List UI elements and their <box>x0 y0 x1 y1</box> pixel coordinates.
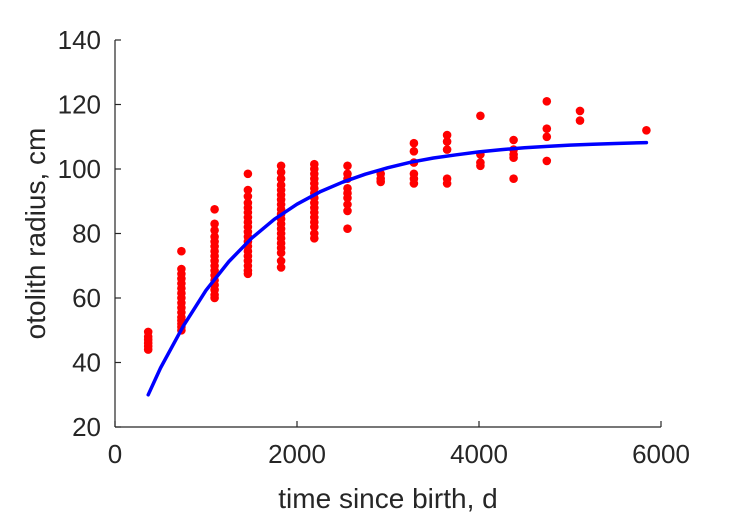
data-point <box>575 106 585 116</box>
data-point <box>276 167 286 177</box>
data-point <box>409 179 419 188</box>
data-point <box>343 200 352 209</box>
y-tick-label: 120 <box>58 90 101 120</box>
data-point <box>310 234 319 243</box>
data-point <box>509 153 518 162</box>
y-tick-label: 40 <box>72 348 101 378</box>
data-point <box>343 224 352 233</box>
data-point <box>343 206 352 216</box>
x-tick-label: 6000 <box>632 439 690 469</box>
fit-curve <box>146 140 649 397</box>
data-point <box>476 111 485 121</box>
data-point <box>276 161 286 171</box>
data-point <box>177 246 186 256</box>
axes <box>114 40 661 428</box>
data-point <box>343 161 352 171</box>
data-point <box>542 156 552 166</box>
data-point <box>476 161 485 171</box>
data-point <box>243 185 253 195</box>
data-point <box>243 169 253 179</box>
x-tick-label: 2000 <box>268 439 326 469</box>
data-point <box>376 177 386 187</box>
data-point <box>143 345 153 354</box>
data-point <box>409 138 419 148</box>
x-axis-label: time since birth, d <box>278 483 497 514</box>
y-tick-label: 140 <box>58 25 101 55</box>
data-point <box>409 147 419 156</box>
data-point <box>442 130 452 140</box>
data-point <box>210 226 219 235</box>
data-point <box>276 263 286 272</box>
data-point <box>243 192 253 201</box>
fit-curve-layer <box>146 140 649 397</box>
data-point <box>210 205 219 214</box>
axis-labels: time since birth, d otolith radius, cm <box>20 128 498 514</box>
data-point <box>276 256 286 266</box>
data-point <box>442 179 452 188</box>
data-point <box>509 135 518 145</box>
y-tick-label: 100 <box>58 154 101 184</box>
y-tick-label: 20 <box>72 412 101 442</box>
x-tick-label: 0 <box>108 439 122 469</box>
data-point <box>276 174 286 183</box>
data-points <box>143 97 651 354</box>
y-axis-label: otolith radius, cm <box>20 128 51 340</box>
data-point <box>509 174 518 183</box>
data-point <box>542 132 552 142</box>
data-point <box>542 97 552 106</box>
x-tick-label: 4000 <box>450 439 508 469</box>
data-point <box>210 219 219 229</box>
data-point <box>343 193 352 203</box>
data-point <box>310 222 319 232</box>
data-point <box>243 269 253 279</box>
ticks: 0 2000 4000 6000 20 40 60 80 100 120 140 <box>58 25 690 469</box>
data-point <box>542 124 552 133</box>
data-point <box>276 248 286 258</box>
data-point <box>575 116 585 125</box>
y-tick-label: 60 <box>72 283 101 313</box>
data-point <box>642 126 651 135</box>
data-point <box>442 137 452 146</box>
y-tick-label: 80 <box>72 219 101 249</box>
data-point <box>210 293 219 303</box>
data-point <box>442 145 452 154</box>
